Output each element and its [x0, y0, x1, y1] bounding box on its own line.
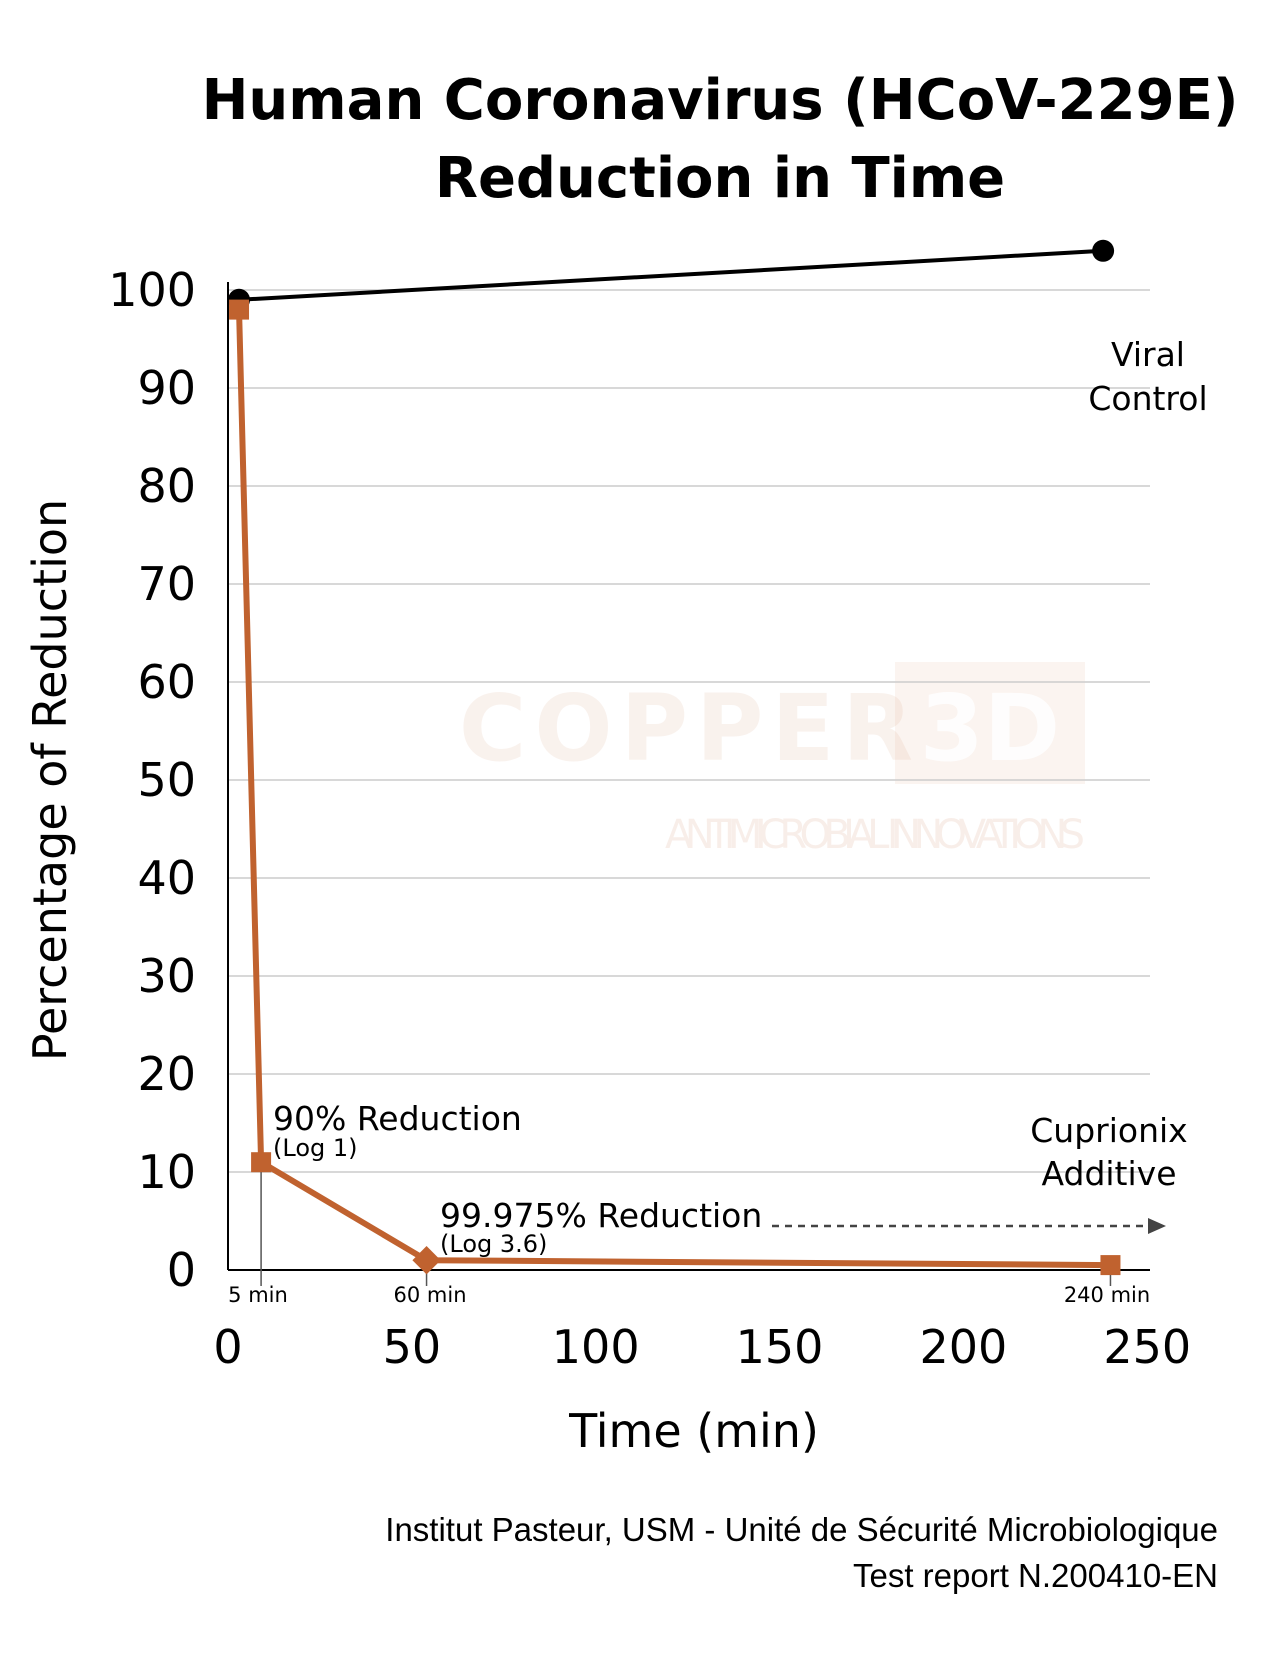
trend-arrow-head: [1148, 1218, 1166, 1234]
viral-control-label-line-2: Control: [1088, 379, 1207, 418]
time-marker-label-3: 240 min: [1064, 1283, 1150, 1307]
x-tick-label-100: 100: [552, 1320, 640, 1374]
x-tick-label-0: 0: [213, 1320, 242, 1374]
watermark-brand: COPPER: [459, 675, 921, 782]
y-tick-label-40: 40: [137, 851, 196, 905]
x-tick-label-200: 200: [919, 1320, 1007, 1374]
y-tick-label-80: 80: [137, 459, 196, 513]
y-tick-label-70: 70: [137, 557, 196, 611]
y-axis-label: Percentage of Reduction: [23, 499, 77, 1061]
y-tick-label-100: 100: [108, 263, 196, 317]
annotation-99975-reduction: 99.975% Reduction: [440, 1196, 762, 1235]
cuprionix-label-line-2: Additive: [1042, 1154, 1177, 1193]
y-tick-label-30: 30: [137, 949, 196, 1003]
time-marker-label-1: 5 min: [228, 1283, 288, 1307]
watermark-tagline: ANTIMICROBIAL INNOVATIONS: [665, 812, 1085, 858]
x-axis-label: Time (min): [568, 1404, 819, 1458]
source-report-number: Test report N.200410-EN: [852, 1557, 1218, 1594]
series-1-point-2: [1092, 239, 1115, 262]
y-tick-label-10: 10: [137, 1145, 196, 1199]
y-tick-label-0: 0: [167, 1243, 196, 1297]
watermark-badge: 3D: [920, 675, 1060, 782]
annotation-90-reduction: 90% Reduction: [273, 1099, 522, 1138]
source-institution: Institut Pasteur, USM - Unité de Sécurit…: [385, 1511, 1218, 1548]
y-tick-label-90: 90: [137, 361, 196, 415]
cuprionix-label-line-1: Cuprionix: [1030, 1111, 1187, 1150]
chart-title-line-1: Human Coronavirus (HCoV-229E): [201, 68, 1239, 133]
series-line-2: [236, 309, 1111, 1269]
viral-control-label-line-1: Viral: [1111, 335, 1185, 374]
series-line-1: [238, 248, 1104, 302]
series-2-point-2: [251, 1152, 272, 1173]
x-tick-label-50: 50: [383, 1320, 442, 1374]
annotation-99975-reduction-log: (Log 3.6): [440, 1230, 547, 1258]
x-tick-label-150: 150: [736, 1320, 824, 1374]
chart-title: Human Coronavirus (HCoV-229E) Reduction …: [160, 62, 1280, 218]
series-2-point-4: [1100, 1255, 1121, 1276]
series-2-point-3: [412, 1246, 441, 1275]
x-tick-label-250: 250: [1103, 1320, 1191, 1374]
y-tick-label-60: 60: [137, 655, 196, 709]
y-tick-label-50: 50: [137, 753, 196, 807]
chart-title-line-2: Reduction in Time: [434, 146, 1006, 211]
y-tick-label-20: 20: [137, 1047, 196, 1101]
time-marker-label-2: 60 min: [394, 1283, 467, 1307]
series-2-point-1: [229, 299, 250, 320]
annotation-90-reduction-log: (Log 1): [273, 1134, 358, 1162]
